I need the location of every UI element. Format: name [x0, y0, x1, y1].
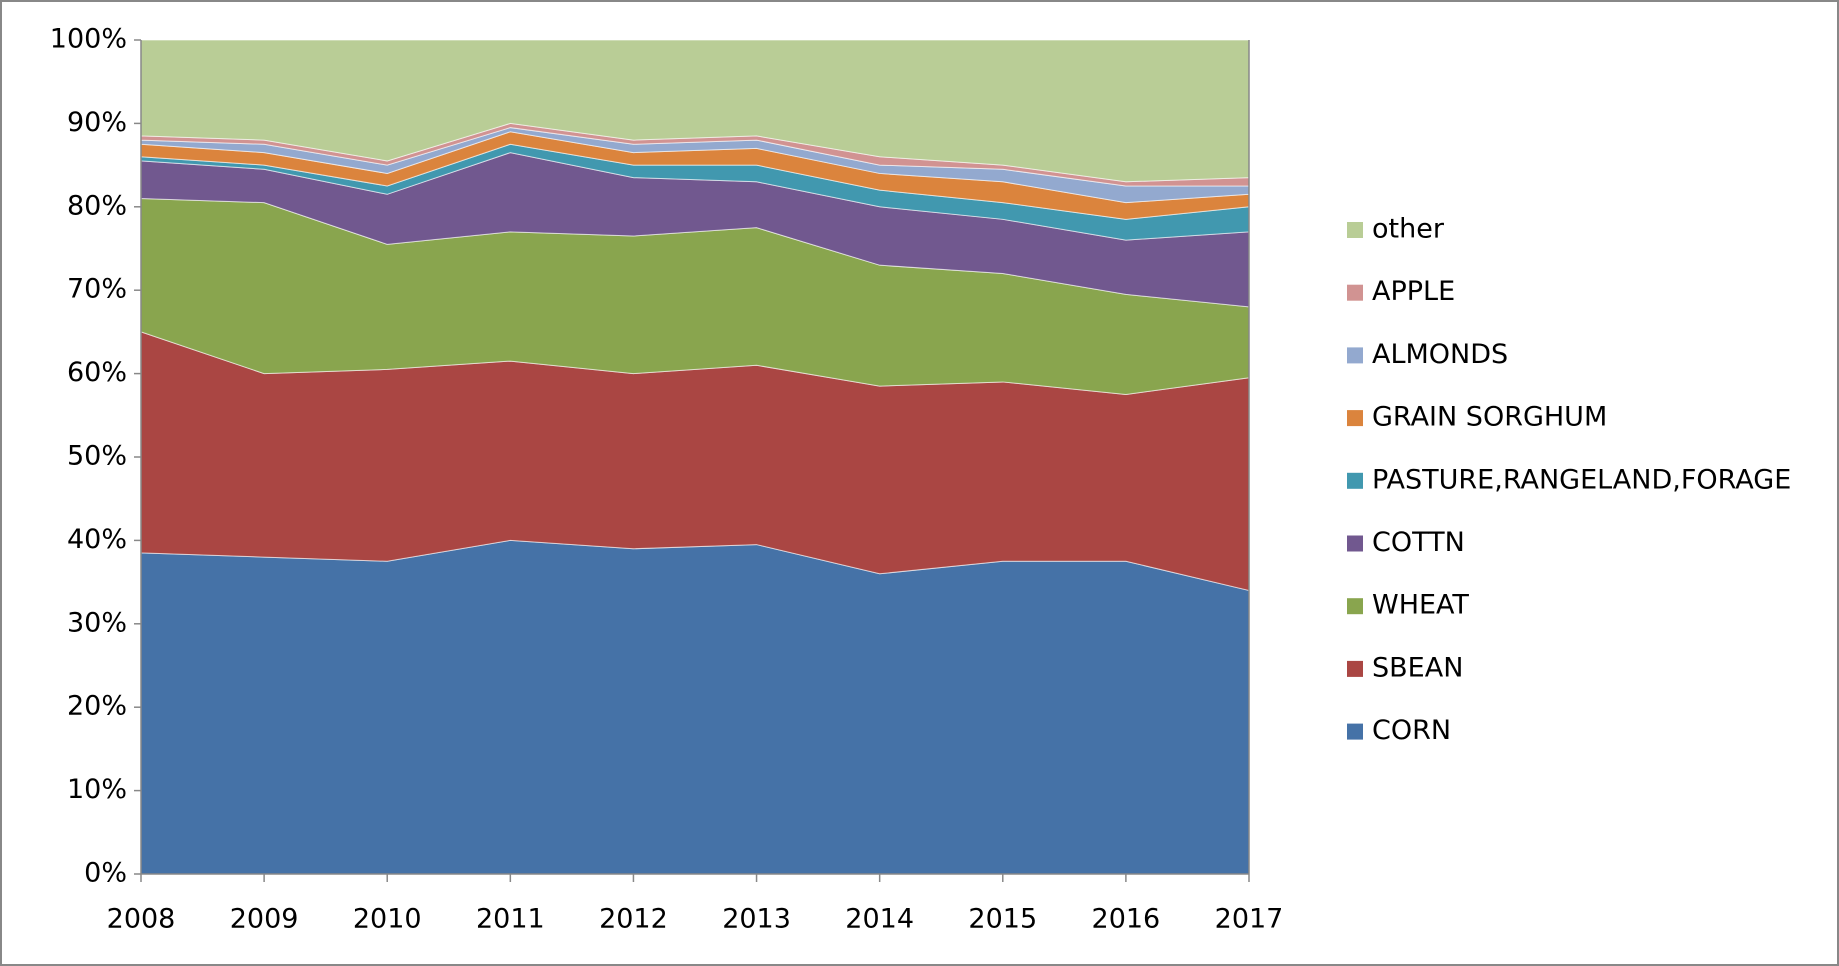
legend-label: other [1372, 214, 1445, 245]
legend-label: ALMONDS [1372, 339, 1508, 370]
x-tick-label: 2017 [1215, 904, 1284, 935]
x-tick-label: 2014 [845, 904, 914, 935]
legend-label: WHEAT [1372, 590, 1469, 621]
y-tick-label: 20% [67, 691, 127, 722]
legend-label: GRAIN SORGHUM [1372, 402, 1607, 433]
legend-label: PASTURE,RANGELAND,FORAGE [1372, 464, 1791, 495]
y-tick-label: 50% [67, 441, 127, 472]
x-tick-label: 2010 [353, 904, 422, 935]
legend-label: CORN [1372, 715, 1451, 746]
y-tick-label: 80% [67, 190, 127, 221]
legend-swatch [1347, 222, 1363, 238]
x-tick-label: 2015 [968, 904, 1037, 935]
x-tick-label: 2008 [107, 904, 176, 935]
y-tick-label: 0% [84, 858, 127, 889]
legend-swatch [1347, 472, 1363, 489]
area [140, 539, 1250, 875]
plot-area [140, 39, 1250, 875]
legend-swatch [1347, 723, 1363, 740]
legend-swatch [1347, 284, 1363, 301]
legend-swatch [1347, 660, 1363, 677]
legend-label: APPLE [1372, 276, 1455, 307]
y-tick-label: 40% [67, 524, 127, 555]
legend-swatch [1347, 410, 1363, 427]
legend-label: SBEAN [1372, 652, 1463, 683]
y-tick-label: 70% [67, 274, 127, 305]
y-tick-label: 30% [67, 607, 127, 638]
y-tick-label: 60% [67, 357, 127, 388]
legend-swatch [1347, 347, 1363, 364]
legend: other APPLE ALMONDS GRAIN SORGHUM PASTURE,RA… [1347, 214, 1791, 746]
x-tick-label: 2012 [599, 904, 668, 935]
legend-swatch [1347, 535, 1363, 552]
axes: 0% 10% 20% 30% 40% 50% 60% 70% 80% 90% 100% 2008 200… [50, 24, 1284, 935]
legend-swatch [1347, 598, 1363, 615]
y-tick-label: 10% [67, 774, 127, 805]
x-tick-label: 2011 [476, 904, 545, 935]
legend-label: COTTN [1372, 527, 1465, 558]
x-tick-label: 2016 [1092, 904, 1161, 935]
x-tick-label: 2009 [230, 904, 299, 935]
x-tick-label: 2013 [722, 904, 791, 935]
y-tick-label: 100% [50, 24, 127, 55]
y-tick-label: 90% [67, 107, 127, 138]
